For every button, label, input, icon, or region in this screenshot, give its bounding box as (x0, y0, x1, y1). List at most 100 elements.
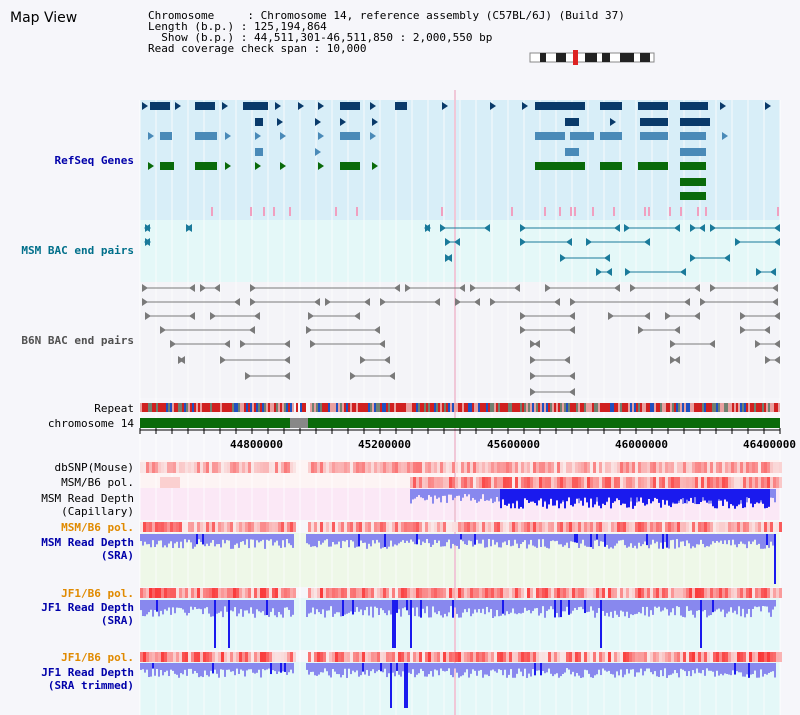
depth-bar (402, 534, 404, 541)
depth-bar (408, 600, 410, 616)
pol-cell (230, 462, 233, 473)
gene-tick (705, 207, 707, 216)
depth-bar (764, 534, 766, 549)
depth-bar (200, 663, 202, 677)
depth-bar (496, 489, 498, 497)
track-label-jf1-b6-pol-2[interactable]: JF1/B6 pol. (61, 651, 134, 664)
depth-bar (680, 534, 682, 542)
track-label-jf1-read-depth-sra[interactable]: JF1 Read Depth (SRA) (41, 601, 134, 627)
pol-cell (326, 522, 329, 532)
track-label-b6n-bac[interactable]: B6N BAC end pairs (21, 334, 134, 347)
depth-bar (350, 663, 352, 675)
track-label-msm-b6-pol-1[interactable]: MSM/B6 pol. (61, 476, 134, 489)
pol-cell (413, 462, 416, 473)
repeat-block (154, 403, 156, 412)
track-label-repeat[interactable]: Repeat (94, 402, 134, 415)
pol-cell (557, 477, 560, 488)
gene-block (255, 118, 263, 126)
track-label-refseq[interactable]: RefSeq Genes (54, 154, 134, 167)
pol-cell (500, 477, 503, 488)
depth-bar (638, 600, 640, 613)
depth-bar (688, 534, 690, 544)
pol-cell (455, 588, 458, 598)
depth-bar (338, 534, 340, 542)
pol-cell (599, 477, 602, 488)
pol-cell (686, 477, 689, 488)
depth-bar (668, 489, 670, 506)
depth-bar (526, 663, 528, 678)
depth-bar (186, 534, 188, 543)
pol-cell (338, 462, 341, 473)
repeat-block (330, 403, 332, 412)
track-label-jf1-b6-pol-1[interactable]: JF1/B6 pol. (61, 587, 134, 600)
depth-bar (718, 534, 720, 543)
depth-bar (326, 663, 328, 672)
depth-bar (624, 489, 626, 504)
pol-cell (746, 462, 749, 473)
pol-cell (479, 588, 482, 598)
depth-bar (502, 663, 504, 676)
pol-cell (635, 588, 638, 598)
depth-bar (750, 600, 752, 618)
track-label-msm-read-depth-sra[interactable]: MSM Read Depth (SRA) (41, 536, 134, 562)
depth-bar (402, 600, 404, 609)
repeat-block (708, 403, 710, 412)
depth-bar (486, 534, 488, 548)
depth-bar (206, 663, 208, 676)
depth-bar (578, 534, 580, 548)
pol-cell (668, 522, 671, 532)
pol-cell (662, 588, 665, 598)
depth-bar (276, 534, 278, 541)
pol-cell (251, 462, 254, 473)
depth-bar (646, 489, 648, 505)
pol-cell (398, 522, 401, 532)
repeat-block (324, 403, 326, 412)
depth-bar (440, 600, 442, 616)
track-label-msm-read-depth-capillary[interactable]: MSM Read Depth (Capillary) (41, 492, 134, 518)
pol-cell (491, 652, 494, 662)
pol-cell (473, 462, 476, 473)
pol-cell (164, 588, 167, 598)
repeat-block (246, 403, 248, 412)
depth-bar (198, 534, 200, 540)
pol-cell (437, 477, 440, 488)
track-label-msm-bac[interactable]: MSM BAC end pairs (21, 244, 134, 257)
gene-block (600, 132, 622, 140)
depth-bar (404, 600, 406, 608)
track-label-jf1-read-depth-trimmed[interactable]: JF1 Read Depth (SRA trimmed) (41, 666, 134, 692)
track-label-dbsnp[interactable]: dbSNP(Mouse) (54, 461, 134, 474)
bac-end (774, 340, 780, 348)
pol-cell (722, 462, 725, 473)
track-label-msm-b6-pol-2[interactable]: MSM/B6 pol. (61, 521, 134, 534)
depth-bar (562, 663, 564, 674)
pol-cell (689, 588, 692, 598)
depth-bar (324, 663, 326, 669)
pol-cell (581, 652, 584, 662)
pol-cell (422, 588, 425, 598)
pol-cell (155, 522, 158, 532)
pol-cell (503, 522, 506, 532)
depth-bar (582, 489, 584, 506)
depth-bar (570, 534, 572, 542)
repeat-block (216, 403, 218, 412)
pol-cell (536, 477, 539, 488)
pol-cell (371, 462, 374, 473)
pol-cell (446, 522, 449, 532)
depth-bar (552, 663, 554, 677)
depth-bar (762, 600, 764, 607)
repeat-block (396, 403, 398, 412)
depth-bar (472, 489, 474, 498)
depth-bar (746, 489, 748, 498)
track-label-chromosome[interactable]: chromosome 14 (47, 417, 134, 430)
pol-cell (461, 588, 464, 598)
depth-bar (594, 663, 596, 676)
depth-bar (288, 600, 290, 610)
pol-cell (524, 588, 527, 598)
depth-bar (766, 600, 768, 607)
pol-cell (158, 652, 161, 662)
bac-end (520, 238, 526, 246)
depth-bar (648, 534, 650, 549)
depth-bar (584, 534, 586, 546)
pol-cell (563, 588, 566, 598)
